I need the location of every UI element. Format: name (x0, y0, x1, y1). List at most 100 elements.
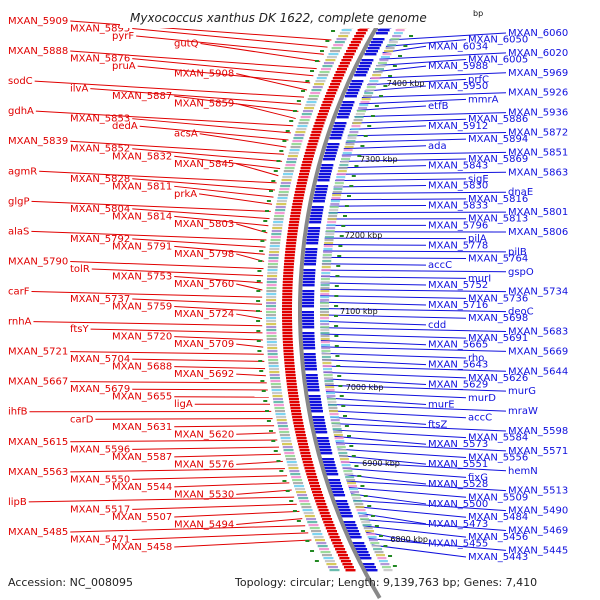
leader-line (330, 416, 427, 425)
tick-mark (349, 445, 354, 447)
leader-line (31, 200, 271, 212)
plus-strand-feature (312, 416, 325, 419)
cog-feature (270, 239, 281, 242)
plus-strand-feature (306, 236, 319, 239)
minus-strand-feature (283, 263, 294, 266)
plus-strand-feature (334, 122, 347, 125)
leader-line (320, 327, 507, 332)
cog-feature (320, 326, 330, 329)
minus-strand-feature (352, 38, 363, 41)
minus-strand-feature (350, 41, 361, 44)
gene-label: MXAN_5950 (428, 81, 488, 92)
tick-mark (314, 560, 319, 562)
minus-strand-feature (288, 392, 299, 395)
cog-feature (293, 482, 304, 485)
tick-mark (370, 115, 375, 117)
gene-label: MXAN_5626 (468, 373, 528, 384)
title-backing (120, 6, 470, 28)
leader-line (356, 105, 427, 111)
cog-feature (326, 227, 336, 230)
cog-feature (365, 530, 375, 533)
cog-feature (312, 533, 323, 536)
cog-feature (337, 173, 347, 176)
leader-line (31, 230, 267, 241)
gene-label: MXAN_5550 (70, 474, 130, 485)
leader-line (174, 245, 265, 255)
cog-feature (320, 317, 330, 320)
leader-line (320, 295, 467, 299)
cog-feature (380, 56, 390, 59)
tick-mark (256, 340, 261, 342)
leader-line (321, 346, 507, 352)
plus-strand-feature (366, 50, 379, 53)
plus-strand-feature (352, 542, 365, 545)
cog-feature (318, 74, 329, 77)
tick-mark (265, 410, 270, 412)
gene-label: agmR (8, 166, 37, 177)
gene-label: MXAN_5473 (428, 519, 488, 530)
cog-feature (333, 188, 343, 191)
minus-strand-feature (283, 269, 294, 272)
minus-strand-feature (284, 257, 295, 260)
cog-feature (353, 119, 363, 122)
leader-line (90, 328, 263, 334)
gene-label: MXAN_5704 (70, 354, 130, 365)
cog-feature (377, 557, 387, 560)
cog-feature (267, 266, 278, 269)
tick-mark (276, 460, 281, 462)
tick-mark (334, 335, 339, 337)
gene-leader-lines (28, 20, 507, 558)
cog-feature (346, 479, 356, 482)
gene-label: pilA (468, 234, 487, 245)
cog-feature (296, 491, 307, 494)
plus-strand-feature (302, 311, 315, 314)
cog-feature (267, 344, 278, 347)
cog-feature (329, 206, 339, 209)
cog-feature (339, 458, 349, 461)
cog-feature (278, 194, 289, 197)
minus-strand-feature (303, 155, 314, 158)
minus-strand-feature (282, 305, 293, 308)
gene-label: MXAN_5688 (112, 362, 172, 373)
cog-feature (283, 449, 294, 452)
tick-mark (363, 495, 368, 497)
cog-feature (328, 212, 338, 215)
cog-feature (321, 266, 331, 269)
minus-strand-feature (288, 224, 299, 227)
minus-strand-feature (297, 179, 308, 182)
minus-strand-feature (282, 293, 293, 296)
minus-strand-feature (327, 530, 338, 533)
cog-feature (285, 458, 296, 461)
minus-strand-feature (310, 134, 321, 137)
gene-label: alaS (8, 226, 29, 237)
cog-feature (266, 320, 277, 323)
tick-mark (310, 70, 315, 72)
gene-label: MXAN_5573 (428, 439, 488, 450)
minus-strand-feature (305, 470, 316, 473)
minus-strand-feature (334, 74, 345, 77)
tick-mark (347, 435, 352, 437)
gene-label: lipB (8, 497, 27, 508)
cog-feature (267, 263, 278, 266)
cog-feature (350, 491, 360, 494)
leader-line (332, 191, 507, 194)
tick-mark (301, 90, 306, 92)
cog-feature (330, 416, 340, 419)
cog-feature (343, 470, 353, 473)
gene-label: dnaE (508, 187, 533, 198)
gene-label: ftsY (70, 324, 89, 335)
plus-strand-feature (321, 164, 334, 167)
gene-label: MXAN_5507 (112, 512, 172, 523)
cog-feature (294, 485, 305, 488)
cog-feature (320, 284, 330, 287)
plus-strand-feature (320, 452, 333, 455)
minus-strand-feature (312, 128, 323, 131)
cog-feature (385, 47, 395, 50)
minus-strand-feature (286, 242, 297, 245)
minus-strand-feature (333, 545, 344, 548)
cog-feature (266, 302, 277, 305)
plus-strand-feature (321, 458, 334, 461)
gene-label: rho (468, 353, 484, 364)
cog-feature (267, 347, 278, 350)
plus-strand-feature (325, 149, 338, 152)
